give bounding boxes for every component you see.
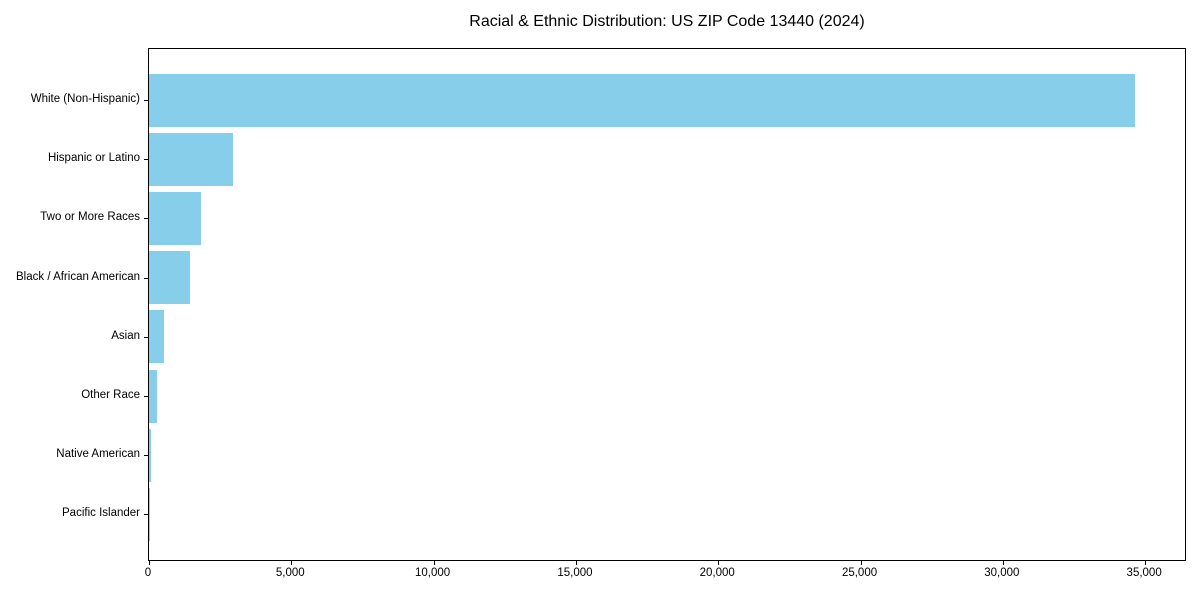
y-tick xyxy=(144,218,148,220)
y-tick-label: Other Race xyxy=(81,389,140,401)
x-tick-label: 15,000 xyxy=(557,567,593,579)
y-tick-label: Two or More Races xyxy=(40,211,140,224)
y-axis-labels: White (Non-Hispanic) Hispanic or Latino Tw… xyxy=(0,48,140,561)
x-tick xyxy=(433,561,435,565)
bar-hispanic-or-latino xyxy=(149,132,233,186)
x-tick-label: 10,000 xyxy=(415,567,451,579)
x-tick xyxy=(291,561,293,565)
bar-other-race xyxy=(149,369,157,423)
x-tick-label: 35,000 xyxy=(1126,567,1162,579)
y-tick xyxy=(144,514,148,516)
x-tick xyxy=(1145,561,1147,565)
x-tick xyxy=(860,561,862,565)
y-tick-label: Native American xyxy=(56,448,140,461)
x-axis-labels: 0 5,000 10,000 15,000 20,000 25,000 30,000 35,0… xyxy=(144,562,1186,584)
y-tick xyxy=(144,336,148,338)
bar-native-american xyxy=(149,428,151,482)
x-tick-label: 20,000 xyxy=(699,567,735,579)
y-tick-label: Asian xyxy=(111,329,140,342)
bar-asian xyxy=(149,310,165,364)
chart-title: Racial & Ethnic Distribution: US ZIP Cod… xyxy=(469,13,865,30)
bar-white-non-hispanic xyxy=(149,73,1136,127)
bar-two-or-more-races xyxy=(149,191,201,245)
y-tick xyxy=(144,159,148,161)
x-tick xyxy=(149,561,150,565)
y-tick xyxy=(144,100,148,101)
y-tick-label: Black / African American xyxy=(16,270,140,283)
x-tick xyxy=(718,561,720,565)
y-tick xyxy=(144,396,148,397)
bar-black-african-american xyxy=(149,251,190,305)
y-tick-label: Hispanic or Latino xyxy=(47,152,140,165)
y-tick xyxy=(144,455,148,457)
y-tick-label: White (Non-Hispanic) xyxy=(30,93,140,105)
plot-area xyxy=(144,48,1186,565)
x-tick-label: 25,000 xyxy=(841,567,878,579)
x-tick-label: 0 xyxy=(144,567,152,579)
x-tick-label: 5,000 xyxy=(275,567,305,579)
x-tick xyxy=(575,561,577,565)
x-tick xyxy=(1002,561,1004,565)
x-tick-label: 30,000 xyxy=(984,567,1020,579)
y-tick xyxy=(144,277,148,279)
y-tick-label: Pacific Islander xyxy=(62,507,140,520)
